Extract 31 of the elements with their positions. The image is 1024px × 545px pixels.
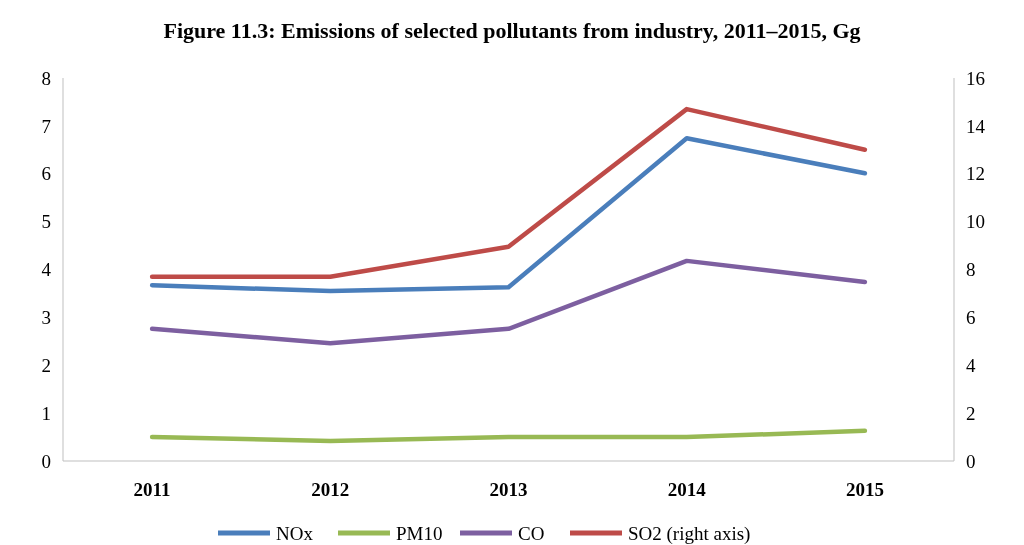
x-tick-label: 2012 — [311, 479, 350, 500]
line-series — [149, 258, 868, 346]
line-series — [149, 106, 868, 279]
y2-tick-label: 12 — [966, 163, 985, 185]
y2-tick-label: 10 — [966, 211, 985, 233]
y-tick-label: 0 — [41, 450, 51, 472]
y2-tick-label: 4 — [966, 354, 976, 376]
y2-tick-label: 6 — [966, 307, 976, 329]
x-tick-label: 2011 — [133, 479, 171, 500]
x-tick-label: 2015 — [845, 479, 884, 500]
y2-tick-label: 14 — [966, 115, 986, 137]
y2-tick-label: 0 — [966, 450, 976, 472]
y-tick-label: 2 — [41, 354, 51, 376]
line-series — [149, 136, 868, 294]
legend-label: CO — [518, 522, 545, 544]
y2-tick-label: 16 — [966, 67, 985, 89]
y-tick-label: 6 — [41, 163, 51, 185]
y-tick-label: 3 — [41, 307, 51, 329]
y2-tick-label: 2 — [966, 402, 976, 424]
legend-label: SO2 (right axis) — [628, 522, 751, 545]
y2-tick-label: 8 — [966, 259, 976, 281]
x-tick-label: 2013 — [489, 479, 528, 500]
legend-label: NOx — [276, 522, 314, 544]
y-tick-label: 5 — [41, 211, 51, 233]
y-tick-label: 4 — [41, 259, 52, 281]
legend-label: PM10 — [396, 522, 443, 544]
y-tick-label: 8 — [41, 67, 51, 89]
x-tick-label: 2014 — [667, 479, 707, 500]
y-tick-label: 7 — [41, 115, 51, 137]
y-tick-label: 1 — [41, 402, 51, 424]
chart-title: Figure 11.3: Emissions of selected pollutants from industry, 2011–2015, Gg — [163, 18, 861, 43]
